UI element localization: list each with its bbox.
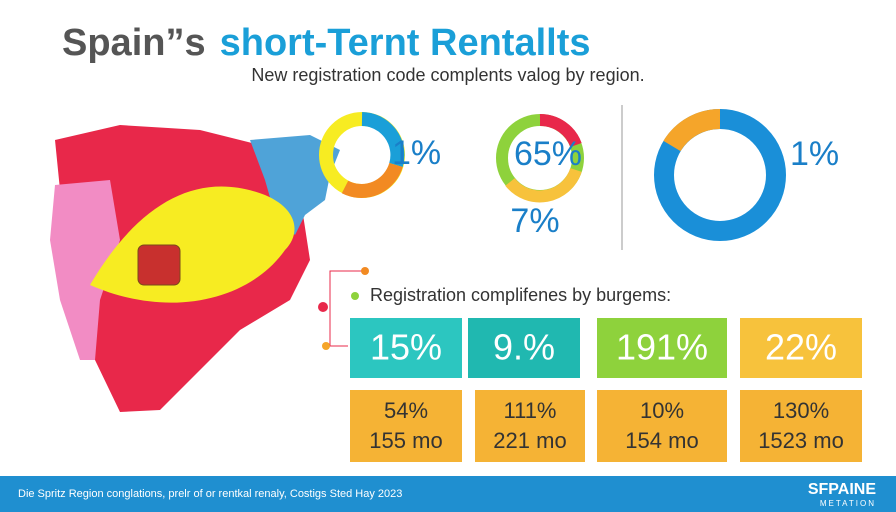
title-part: Spain”s xyxy=(62,22,206,64)
donut-arc xyxy=(341,162,403,198)
tile xyxy=(740,390,862,462)
donut-arc xyxy=(361,112,405,167)
dot xyxy=(351,292,359,300)
donut-label: 1% xyxy=(392,134,441,172)
tile xyxy=(597,390,727,462)
title: Spain”s short-Ternt Rentallts xyxy=(62,22,590,64)
tile xyxy=(597,318,727,378)
map-northeast xyxy=(250,135,340,235)
tile xyxy=(468,318,580,378)
tile-value: 191% xyxy=(616,327,708,368)
donut-arc xyxy=(539,113,582,148)
tiles-top: 15% 9.% 191% 22% xyxy=(350,318,862,378)
tile xyxy=(350,318,462,378)
donut-label: 1% xyxy=(790,135,839,173)
tile xyxy=(350,390,462,462)
title-part: short-Ternt Rentallts xyxy=(220,22,591,64)
tile-value: 221 mo xyxy=(493,428,566,453)
section-heading: Registration complifenes by burgems: xyxy=(370,285,671,305)
footer-band xyxy=(0,476,896,512)
subtitle: New registration code complents valog by… xyxy=(251,65,644,85)
dot xyxy=(318,302,328,312)
logo-sub: METATION xyxy=(820,499,876,508)
donut-label: 7% xyxy=(510,202,559,240)
tile-value: 22% xyxy=(765,327,837,368)
tile-value: 111% xyxy=(503,398,556,423)
connector xyxy=(329,270,365,347)
tile-value: 15% xyxy=(370,327,442,368)
tile-value: 54% xyxy=(384,398,428,423)
tiles-bottom: 54% 155 mo 111% 221 mo 10% 154 mo 130% 1… xyxy=(350,390,862,462)
donut-label: 65% xyxy=(514,135,582,173)
tile-value: 10% xyxy=(640,398,684,423)
tile-value: 130% xyxy=(773,398,829,423)
dot xyxy=(322,342,330,350)
footer-note: Die Spritz Region conglations, prelr of … xyxy=(18,488,402,500)
tile-value: 1523 mo xyxy=(758,428,844,453)
tile-value: 9.% xyxy=(493,327,555,368)
connectors xyxy=(318,267,369,350)
map-portugal xyxy=(50,180,120,360)
tile-value: 154 mo xyxy=(625,428,698,453)
tile xyxy=(740,318,862,378)
donuts xyxy=(319,105,786,250)
map xyxy=(50,125,340,412)
donut-arc xyxy=(663,108,721,152)
tile xyxy=(475,390,585,462)
donut-arc xyxy=(505,167,582,203)
donut-labels: 1% 65% 7% 1% xyxy=(392,134,839,240)
logo: SFPAINE xyxy=(808,481,876,498)
coat-of-arms xyxy=(137,244,181,286)
tile-value: 155 mo xyxy=(369,428,442,453)
dot xyxy=(361,267,369,275)
